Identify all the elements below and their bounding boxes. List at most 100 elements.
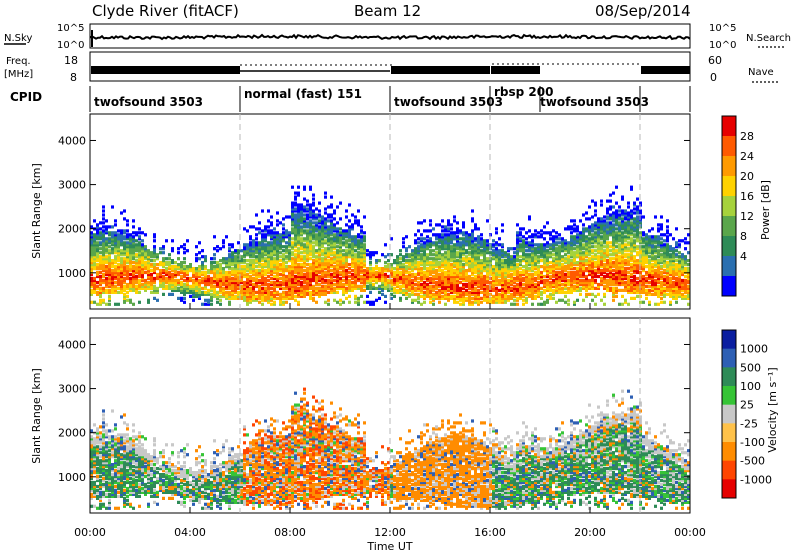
heatmap-cell: [606, 229, 609, 233]
heatmap-cell: [519, 280, 522, 285]
heatmap-cell: [543, 265, 546, 269]
heatmap-cell: [105, 247, 108, 251]
heatmap-cell: [102, 257, 105, 261]
heatmap-cell: [588, 269, 591, 273]
heatmap-cell: [267, 251, 270, 255]
heatmap-cell: [507, 272, 510, 277]
heatmap-cell: [531, 290, 534, 294]
heatmap-cell: [261, 272, 264, 277]
heatmap-cell: [144, 253, 147, 257]
heatmap-cell: [297, 253, 300, 257]
heatmap-cell: [420, 290, 423, 294]
heatmap-cell: [384, 274, 387, 279]
heatmap-cell: [399, 274, 402, 279]
heatmap-cell: [147, 272, 150, 277]
heatmap-cell: [111, 231, 114, 235]
heatmap-cell: [321, 269, 324, 273]
heatmap-cell: [474, 265, 477, 269]
heatmap-cell: [237, 286, 240, 290]
heatmap-cell: [486, 247, 489, 251]
heatmap-cell: [519, 237, 522, 241]
heatmap-cell: [459, 243, 462, 247]
heatmap-cell: [552, 235, 555, 239]
heatmap-cell: [579, 288, 582, 292]
heatmap-cell: [381, 276, 384, 281]
heatmap-cell: [609, 215, 612, 219]
heatmap-cell: [159, 276, 162, 281]
heatmap-cell: [234, 282, 237, 287]
heatmap-cell: [603, 225, 606, 229]
heatmap-cell: [264, 263, 267, 267]
heatmap-cell: [381, 282, 384, 287]
heatmap-cell: [516, 239, 519, 243]
heatmap-cell: [612, 257, 615, 261]
heatmap-cell: [111, 243, 114, 247]
heatmap-cell: [585, 247, 588, 251]
heatmap-cell: [453, 280, 456, 285]
heatmap-cell: [216, 249, 219, 253]
heatmap-cell: [447, 288, 450, 292]
heatmap-cell: [93, 219, 96, 223]
heatmap-cell: [339, 286, 342, 290]
heatmap-cell: [564, 294, 567, 298]
heatmap-cell: [609, 231, 612, 235]
heatmap-cell: [621, 213, 624, 217]
heatmap-cell: [291, 215, 294, 219]
heatmap-cell: [276, 253, 279, 257]
heatmap-cell: [405, 267, 408, 271]
heatmap-cell: [354, 276, 357, 281]
heatmap-cell: [450, 249, 453, 253]
heatmap-cell: [132, 225, 135, 229]
heatmap-cell: [309, 278, 312, 283]
heatmap-cell: [384, 278, 387, 283]
heatmap-cell: [417, 294, 420, 298]
heatmap-cell: [279, 247, 282, 251]
heatmap-cell: [606, 209, 609, 213]
heatmap-cell: [327, 243, 330, 247]
heatmap-cell: [225, 263, 228, 267]
heatmap-cell: [285, 284, 288, 288]
heatmap-cell: [282, 231, 285, 235]
heatmap-cell: [195, 245, 198, 249]
heatmap-cell: [120, 270, 123, 275]
heatmap-cell: [405, 288, 408, 292]
heatmap-cell: [453, 219, 456, 223]
heatmap-cell: [126, 223, 129, 227]
heatmap-cell: [576, 284, 579, 288]
heatmap-cell: [300, 292, 303, 296]
heatmap-cell: [525, 269, 528, 273]
heatmap-cell: [432, 302, 435, 306]
heatmap-cell: [315, 290, 318, 294]
heatmap-cell: [447, 276, 450, 281]
heatmap-cell: [531, 259, 534, 263]
heatmap-cell: [318, 286, 321, 290]
heatmap-cell: [207, 290, 210, 294]
heatmap-cell: [270, 269, 273, 273]
heatmap-cell: [267, 257, 270, 261]
heatmap-cell: [552, 282, 555, 287]
heatmap-cell: [312, 227, 315, 231]
heatmap-cell: [333, 247, 336, 251]
heatmap-cell: [93, 278, 96, 283]
heatmap-cell: [183, 300, 186, 304]
heatmap-cell: [300, 274, 303, 279]
heatmap-cell: [456, 282, 459, 287]
heatmap-cell: [555, 280, 558, 285]
heatmap-cell: [420, 247, 423, 251]
heatmap-cell: [531, 249, 534, 253]
heatmap-cell: [231, 257, 234, 261]
heatmap-cell: [255, 251, 258, 255]
heatmap-cell: [135, 280, 138, 285]
heatmap-cell: [177, 265, 180, 269]
heatmap-cell: [405, 235, 408, 239]
heatmap-cell: [360, 257, 363, 261]
heatmap-cell: [393, 288, 396, 292]
heatmap-cell: [300, 267, 303, 271]
heatmap-cell: [294, 298, 297, 302]
heatmap-cell: [591, 237, 594, 241]
heatmap-cell: [624, 217, 627, 221]
heatmap-cell: [117, 233, 120, 237]
heatmap-cell: [597, 270, 600, 275]
heatmap-cell: [534, 265, 537, 269]
heatmap-cell: [252, 261, 255, 265]
